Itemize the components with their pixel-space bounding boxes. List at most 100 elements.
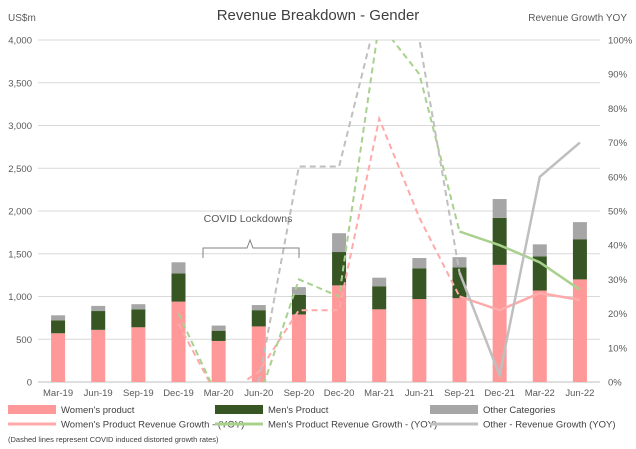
right-axis-ticks: 0% 10% 20% 30% 40% 50% 60% 70% 80% 90% 100% [608, 36, 633, 389]
x-tick-label: Dec-19 [163, 388, 194, 399]
x-axis-ticks: Mar-19 Jun-19 Sep-19 Dec-19 Mar-20 Jun-20 Sep-… [43, 388, 594, 399]
bar-segment [372, 309, 387, 382]
x-tick-label: Mar-19 [43, 388, 73, 399]
left-tick-label: 0 [27, 378, 32, 389]
growth-lines [177, 40, 581, 382]
bar-segment [532, 244, 547, 257]
right-axis-title: Revenue Growth YOY [528, 13, 627, 24]
x-tick-label: Mar-20 [204, 388, 234, 399]
growth-line-dashed [257, 40, 461, 382]
left-tick-label: 1,000 [8, 292, 32, 303]
left-tick-label: 3,500 [8, 78, 32, 89]
right-tick-label: 20% [608, 309, 628, 320]
bar-segment [51, 333, 66, 382]
bar-segment [251, 310, 266, 327]
left-tick-label: 2,500 [8, 164, 32, 175]
gridlines [38, 39, 600, 383]
left-tick-label: 3,000 [8, 121, 32, 132]
legend-label: Women's product [61, 405, 135, 416]
right-tick-label: 30% [608, 275, 628, 286]
right-tick-label: 70% [608, 138, 628, 149]
x-tick-label: Jun-19 [84, 388, 113, 399]
chart-title: Revenue Breakdown - Gender [217, 7, 420, 24]
bar-segment [251, 305, 266, 311]
x-tick-label: Sep-20 [284, 388, 315, 399]
left-axis-ticks: 0 500 1,000 1,500 2,000 2,500 3,000 3,500 4,000 [8, 36, 32, 389]
x-tick-label: Mar-21 [364, 388, 394, 399]
bar-segment [171, 301, 186, 382]
left-tick-label: 2,000 [8, 207, 32, 218]
legend-label: Men's Product [268, 405, 329, 416]
covid-lockdown-bracket [202, 238, 300, 258]
right-tick-label: 0% [608, 378, 622, 389]
bar-segment [572, 222, 587, 240]
chart-note: (Dashed lines represent COVID induced di… [8, 435, 219, 444]
left-tick-label: 500 [16, 335, 32, 346]
right-tick-label: 10% [608, 343, 628, 354]
bar-segment [91, 329, 106, 382]
bar-segment [251, 326, 266, 382]
x-tick-label: Dec-20 [324, 388, 355, 399]
bar-group [51, 199, 587, 382]
bar-segment [131, 327, 146, 382]
covid-lockdown-annotation: COVID Lockdowns [202, 213, 300, 258]
x-tick-label: Sep-21 [444, 388, 475, 399]
bar-segment [412, 299, 427, 382]
right-tick-label: 80% [608, 104, 628, 115]
right-tick-label: 60% [608, 172, 628, 183]
growth-line-dashed [177, 115, 461, 382]
bar-segment [372, 277, 387, 287]
bar-segment [452, 257, 467, 268]
x-tick-label: Jun-22 [565, 388, 594, 399]
bar-segment [211, 325, 226, 331]
bar-segment [572, 239, 587, 280]
bar-segment [91, 311, 106, 330]
bar-segment [452, 298, 467, 382]
legend-swatch [215, 405, 263, 414]
bar-segment [291, 294, 306, 315]
bar-segment [171, 273, 186, 302]
x-tick-label: Dec-21 [484, 388, 515, 399]
growth-line-solid [459, 230, 581, 291]
left-axis-title: US$m [8, 13, 36, 24]
legend-label: Other Categories [483, 405, 556, 416]
legend-swatch [8, 405, 56, 414]
bar-segment [332, 233, 347, 253]
right-tick-label: 50% [608, 207, 628, 218]
bar-segment [332, 285, 347, 382]
bar-segment [372, 286, 387, 310]
bar-segment [131, 309, 146, 328]
bar-segment [211, 340, 226, 382]
bar-segment [211, 330, 226, 341]
bar-segment [51, 315, 66, 321]
legend-label: Men's Product Revenue Growth - (YOY) [268, 420, 437, 431]
bar-segment [51, 320, 66, 334]
bar-segment [412, 258, 427, 269]
growth-line-solid [459, 291, 581, 312]
covid-lockdown-label: COVID Lockdowns [204, 213, 293, 225]
x-tick-label: Mar-22 [525, 388, 555, 399]
growth-line-dashed [177, 40, 461, 382]
right-tick-label: 40% [608, 241, 628, 252]
bar-segment [91, 305, 106, 312]
legend-label: Women's Product Revenue Growth - (YOY) [61, 420, 244, 431]
x-tick-label: Jun-21 [405, 388, 434, 399]
left-tick-label: 4,000 [8, 36, 32, 47]
bar-segment [572, 279, 587, 382]
right-tick-label: 90% [608, 70, 628, 81]
bar-segment [492, 217, 507, 265]
growth-line-solid [458, 141, 581, 380]
bar-segment [291, 287, 306, 295]
legend: Women's product Men's Product Other Catego… [8, 405, 616, 431]
legend-label: Other - Revenue Growth (YOY) [483, 420, 616, 431]
bar-segment [131, 304, 146, 310]
bar-segment [412, 268, 427, 300]
x-tick-label: Jun-20 [244, 388, 273, 399]
bar-segment [492, 199, 507, 218]
left-tick-label: 1,500 [8, 249, 32, 260]
bar-segment [171, 262, 186, 274]
legend-swatch [430, 405, 478, 414]
x-tick-label: Sep-19 [123, 388, 154, 399]
